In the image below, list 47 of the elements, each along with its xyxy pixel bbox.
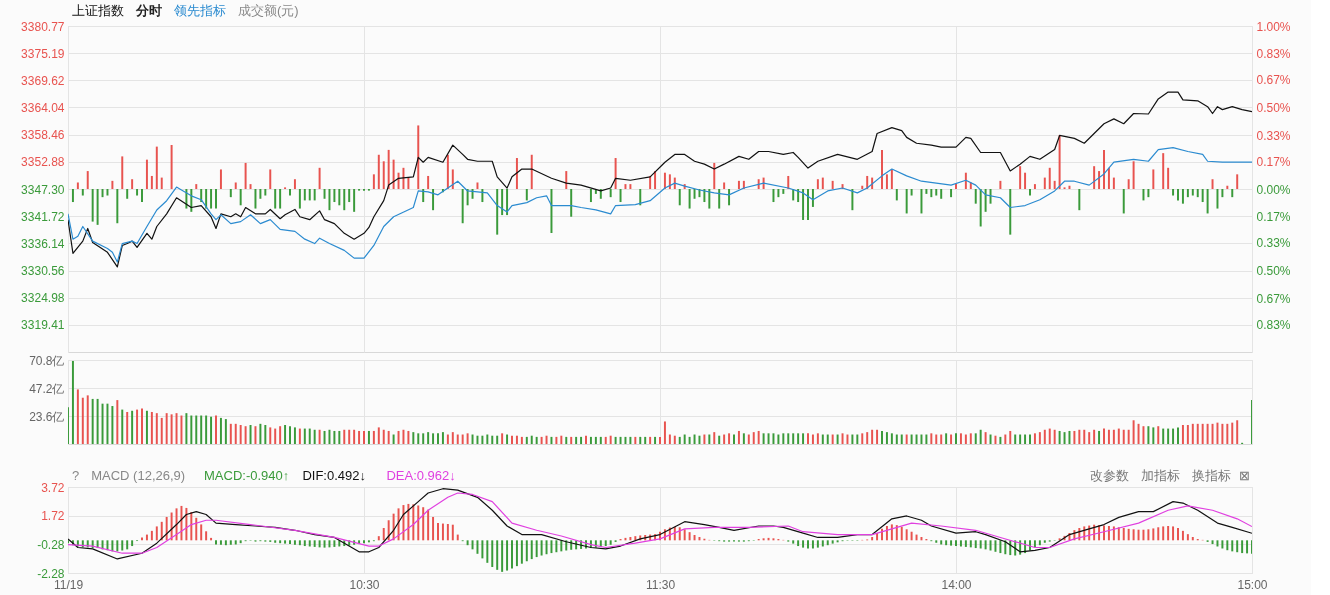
y-tick-label: 70.8亿 [29, 353, 65, 368]
text: 加指标 [1140, 468, 1180, 483]
y2-tick-label: 0.50% [1256, 101, 1291, 115]
x-tick-label: 14:00 [941, 577, 972, 592]
y2-tick-label: 0.50% [1256, 264, 1291, 278]
y-tick-label: 23.6亿 [29, 409, 65, 424]
chart-title: 分时 [135, 3, 162, 18]
y2-tick-label: 0.67% [1256, 291, 1291, 306]
text: DIF:0.492↓ [302, 468, 366, 483]
y2-tick-label: 0.00% [1256, 182, 1291, 197]
series-label: DEA:0.962↓ [386, 468, 456, 483]
text: 领先指标 [174, 3, 226, 18]
text: MACD:-0.940↑ [204, 468, 290, 483]
y-tick-label: 3.72 [41, 480, 65, 495]
y-tick-label: 1.72 [41, 509, 65, 524]
y-tick-label: 3324.98 [21, 291, 65, 306]
text: ? [72, 468, 80, 483]
y-tick-label: 3352.88 [21, 155, 65, 170]
y-tick-label: 3364.04 [21, 100, 65, 115]
y2-tick-label: 0.83% [1256, 317, 1291, 332]
y2-tick-label: 1.00% [1256, 19, 1291, 34]
text: ⊠ [1239, 468, 1250, 483]
y-tick-label: -0.28 [37, 537, 65, 552]
text: 上证指数 [72, 3, 124, 18]
x-tick-label: 15:00 [1237, 577, 1268, 592]
y2-tick-label: 0.33% [1256, 128, 1291, 143]
y-tick-label: 3347.30 [21, 182, 65, 197]
x-tick-label: 10:30 [349, 577, 380, 592]
y-tick-label: 3330.56 [21, 264, 65, 279]
y-tick-label: 3369.62 [21, 73, 65, 88]
text: 改参数 [1089, 468, 1129, 483]
y2-tick-label: 0.17% [1256, 154, 1291, 169]
x-tick-label: 11:30 [645, 577, 676, 592]
text: 成交额(元) [238, 3, 299, 18]
y2-tick-label: 0.67% [1256, 73, 1291, 88]
y-tick-label: 3341.72 [21, 209, 65, 224]
y2-tick-label: 0.33% [1256, 236, 1291, 251]
y-tick-label: 47.2亿 [29, 381, 65, 396]
text: 换指标 [1191, 468, 1231, 483]
y2-tick-label: 0.83% [1256, 47, 1291, 62]
y-tick-label: 3358.46 [21, 128, 65, 143]
y-tick-label: 3380.77 [21, 19, 65, 34]
y-tick-label: 3336.14 [21, 236, 65, 251]
chart-title: MACD (12,26,9) [91, 468, 186, 483]
y-tick-label: 3375.19 [21, 46, 65, 61]
y2-tick-label: 0.17% [1256, 210, 1291, 225]
y-tick-label: 3319.41 [21, 318, 65, 333]
